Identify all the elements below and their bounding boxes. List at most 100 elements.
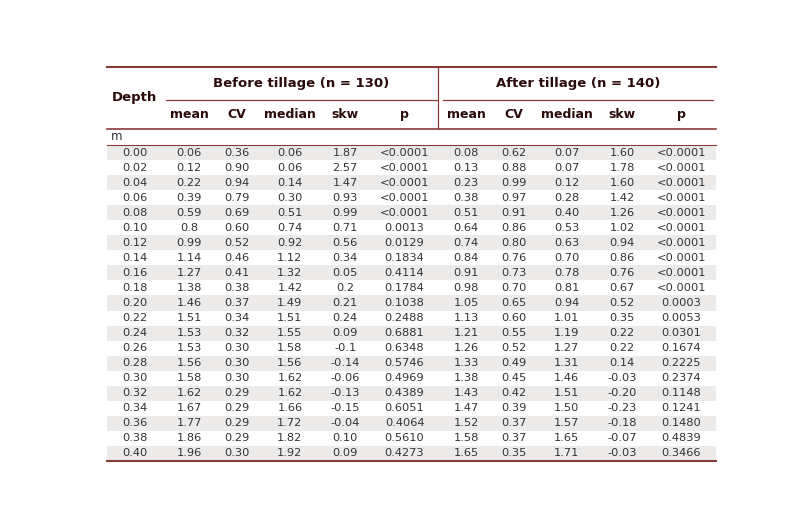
Bar <box>216 400 258 416</box>
Bar <box>597 416 646 431</box>
Bar <box>258 311 321 326</box>
Bar <box>597 295 646 311</box>
Text: 0.99: 0.99 <box>176 238 202 248</box>
Text: 1.47: 1.47 <box>453 403 478 413</box>
Bar <box>163 326 216 340</box>
Bar <box>216 191 258 206</box>
Bar <box>369 326 439 340</box>
Text: 0.22: 0.22 <box>609 328 634 338</box>
Text: 0.0301: 0.0301 <box>661 328 700 338</box>
Bar <box>107 326 163 340</box>
Bar <box>258 446 321 460</box>
Bar <box>597 340 646 355</box>
Text: mean: mean <box>446 108 485 121</box>
Bar <box>107 235 163 251</box>
Text: 0.20: 0.20 <box>122 298 147 308</box>
Bar <box>107 251 163 266</box>
Bar <box>369 371 439 386</box>
Bar <box>369 220 439 235</box>
Text: -0.20: -0.20 <box>606 388 636 398</box>
Text: 0.22: 0.22 <box>609 343 634 353</box>
Bar <box>163 280 216 295</box>
Text: 0.02: 0.02 <box>122 163 147 173</box>
Bar <box>258 431 321 446</box>
Text: 0.29: 0.29 <box>225 403 249 413</box>
Bar <box>535 431 597 446</box>
Bar <box>646 371 715 386</box>
Text: <0.0001: <0.0001 <box>379 208 429 218</box>
Bar <box>258 386 321 400</box>
Bar <box>439 160 492 175</box>
Text: median: median <box>264 108 315 121</box>
Bar <box>107 371 163 386</box>
Text: 1.62: 1.62 <box>277 373 302 383</box>
Text: 0.06: 0.06 <box>277 148 302 158</box>
Text: 1.60: 1.60 <box>609 148 634 158</box>
Bar <box>492 220 535 235</box>
Text: -0.03: -0.03 <box>606 448 636 458</box>
Bar <box>258 251 321 266</box>
Text: 0.29: 0.29 <box>225 388 249 398</box>
Bar <box>107 340 163 355</box>
Text: 0.86: 0.86 <box>609 253 634 263</box>
Bar <box>163 311 216 326</box>
Text: 0.21: 0.21 <box>332 298 358 308</box>
Text: 1.31: 1.31 <box>553 358 579 368</box>
Bar <box>216 220 258 235</box>
Bar <box>492 191 535 206</box>
Bar <box>258 100 321 128</box>
Bar <box>492 386 535 400</box>
Bar <box>439 251 492 266</box>
Text: 0.36: 0.36 <box>225 148 249 158</box>
Bar <box>258 400 321 416</box>
Text: 1.65: 1.65 <box>453 448 478 458</box>
Bar <box>535 386 597 400</box>
Text: 0.22: 0.22 <box>176 178 201 188</box>
Bar <box>439 355 492 371</box>
Bar <box>258 355 321 371</box>
Bar <box>216 100 258 128</box>
Text: 1.53: 1.53 <box>176 328 202 338</box>
Text: 1.51: 1.51 <box>553 388 579 398</box>
Text: 0.86: 0.86 <box>500 223 526 233</box>
Bar <box>535 340 597 355</box>
Bar <box>163 251 216 266</box>
Text: 0.52: 0.52 <box>609 298 634 308</box>
Text: 1.65: 1.65 <box>553 433 578 443</box>
Text: 1.72: 1.72 <box>277 418 302 428</box>
Bar <box>321 311 369 326</box>
Bar <box>597 431 646 446</box>
Bar <box>492 266 535 280</box>
Bar <box>369 175 439 191</box>
Bar <box>646 280 715 295</box>
Text: 0.62: 0.62 <box>501 148 526 158</box>
Text: 0.91: 0.91 <box>500 208 526 218</box>
Bar <box>163 355 216 371</box>
Bar <box>535 251 597 266</box>
Text: 0.70: 0.70 <box>553 253 579 263</box>
Bar <box>369 416 439 431</box>
Text: 1.42: 1.42 <box>609 193 634 203</box>
Text: 0.14: 0.14 <box>609 358 634 368</box>
Bar <box>216 311 258 326</box>
Bar <box>369 146 439 160</box>
Bar <box>535 175 597 191</box>
Text: 1.46: 1.46 <box>176 298 201 308</box>
Bar <box>535 235 597 251</box>
Text: <0.0001: <0.0001 <box>656 148 705 158</box>
Text: 0.05: 0.05 <box>332 268 358 278</box>
Bar <box>216 206 258 220</box>
Bar <box>216 160 258 175</box>
Bar <box>163 100 216 128</box>
Text: 1.58: 1.58 <box>176 373 202 383</box>
Bar <box>492 400 535 416</box>
Bar <box>439 400 492 416</box>
Bar <box>258 235 321 251</box>
Text: 0.2225: 0.2225 <box>661 358 700 368</box>
Text: 0.97: 0.97 <box>500 193 526 203</box>
Bar <box>369 251 439 266</box>
Text: 1.32: 1.32 <box>277 268 302 278</box>
Bar <box>321 340 369 355</box>
Text: 0.5746: 0.5746 <box>384 358 423 368</box>
Text: 1.05: 1.05 <box>453 298 478 308</box>
